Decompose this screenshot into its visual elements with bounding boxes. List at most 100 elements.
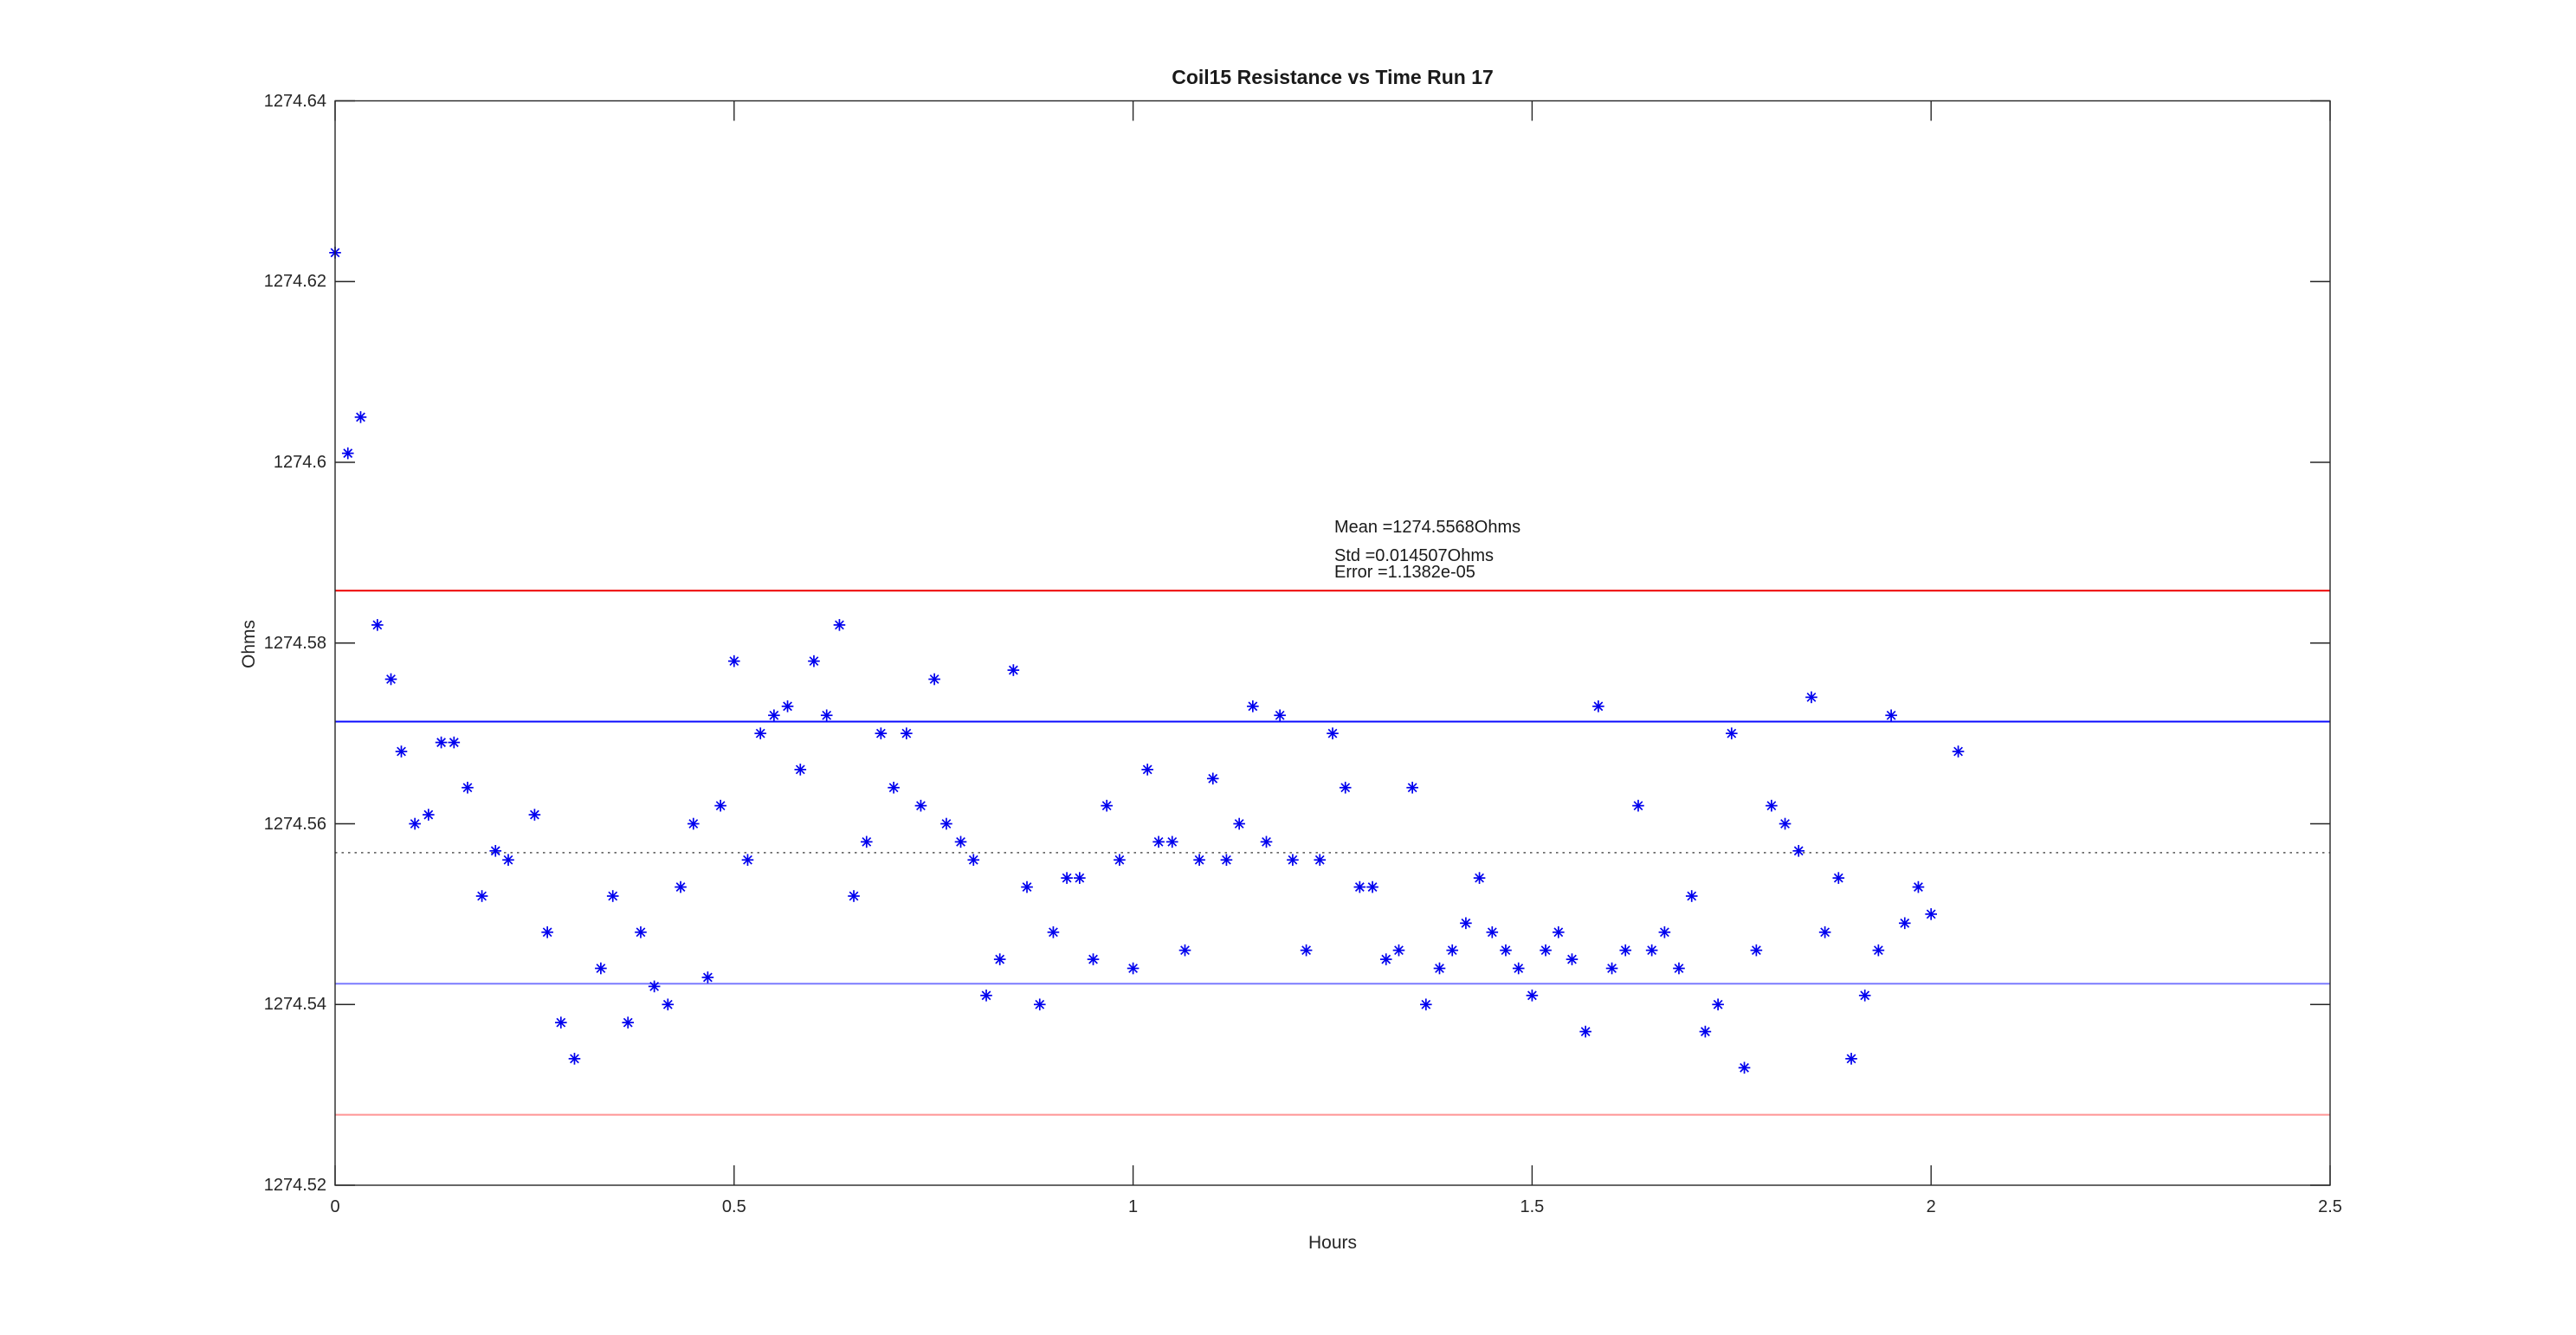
x-tick-label: 1 bbox=[1128, 1197, 1139, 1216]
data-point bbox=[741, 854, 754, 867]
y-tick-label: 1274.62 bbox=[263, 272, 326, 292]
data-point bbox=[1193, 854, 1205, 867]
data-point bbox=[1220, 854, 1233, 867]
data-point bbox=[875, 727, 888, 739]
data-point bbox=[1152, 835, 1165, 848]
data-point bbox=[1898, 917, 1911, 930]
data-point bbox=[1712, 998, 1724, 1011]
data-point bbox=[1247, 700, 1259, 713]
data-point bbox=[1832, 872, 1845, 884]
data-point bbox=[1074, 872, 1086, 884]
data-point bbox=[1540, 944, 1552, 957]
data-point bbox=[687, 817, 700, 830]
y-tick-label: 1274.54 bbox=[263, 995, 326, 1015]
x-tick-label: 2.5 bbox=[2318, 1197, 2342, 1216]
data-point bbox=[395, 745, 408, 758]
data-point bbox=[528, 809, 541, 821]
data-point bbox=[1420, 998, 1432, 1011]
data-point bbox=[1952, 745, 1965, 758]
data-point bbox=[967, 854, 980, 867]
data-point bbox=[1486, 925, 1499, 938]
data-point bbox=[409, 817, 421, 830]
data-point bbox=[475, 890, 488, 902]
data-point bbox=[1033, 998, 1046, 1011]
data-point bbox=[1047, 925, 1060, 938]
y-tick-label: 1274.52 bbox=[263, 1176, 326, 1195]
data-point bbox=[371, 619, 384, 631]
x-tick-label: 0 bbox=[330, 1197, 340, 1216]
data-point bbox=[606, 890, 619, 902]
data-point bbox=[808, 655, 820, 668]
data-point bbox=[1460, 917, 1472, 930]
data-point bbox=[1339, 781, 1352, 794]
data-point bbox=[1101, 799, 1113, 812]
data-point bbox=[1912, 880, 1925, 893]
data-point bbox=[914, 799, 927, 812]
data-point bbox=[555, 1016, 567, 1029]
data-point bbox=[1127, 962, 1140, 975]
data-point bbox=[754, 727, 767, 739]
annotation-mean: Mean =1274.5568Ohms bbox=[1334, 518, 1521, 537]
y-tick-label: 1274.56 bbox=[263, 814, 326, 834]
data-point bbox=[888, 781, 900, 794]
y-tick-label: 1274.64 bbox=[263, 91, 326, 111]
data-point bbox=[820, 709, 833, 722]
data-point bbox=[341, 447, 354, 460]
axis-box bbox=[334, 100, 2331, 1186]
data-point bbox=[354, 411, 367, 423]
data-point bbox=[1619, 944, 1632, 957]
data-point bbox=[568, 1053, 581, 1065]
annotation-std: Std =0.014507Ohms bbox=[1334, 546, 1495, 565]
data-point bbox=[794, 764, 807, 776]
data-point bbox=[728, 655, 740, 668]
data-point bbox=[1673, 962, 1685, 975]
data-point bbox=[1206, 772, 1219, 785]
y-tick-label: 1274.6 bbox=[273, 453, 326, 472]
data-point bbox=[1766, 799, 1778, 812]
data-point bbox=[1353, 880, 1366, 893]
data-point bbox=[1553, 925, 1565, 938]
data-point bbox=[1287, 854, 1299, 867]
data-point bbox=[1526, 990, 1539, 1002]
data-point bbox=[1327, 727, 1339, 739]
data-point bbox=[848, 890, 860, 902]
data-point bbox=[1885, 709, 1897, 722]
data-point bbox=[435, 736, 448, 749]
annotation-error: Error =1.1382e-05 bbox=[1334, 563, 1475, 582]
data-point bbox=[1007, 664, 1020, 676]
data-point bbox=[1645, 944, 1658, 957]
data-point bbox=[1300, 944, 1313, 957]
data-point bbox=[1087, 953, 1100, 965]
data-point bbox=[768, 709, 780, 722]
data-point bbox=[701, 971, 714, 984]
data-point bbox=[1579, 1025, 1591, 1038]
data-point bbox=[462, 781, 474, 794]
data-point bbox=[1233, 817, 1245, 830]
data-point bbox=[1566, 953, 1579, 965]
data-point bbox=[1473, 872, 1486, 884]
x-axis-label: Hours bbox=[1307, 1233, 1358, 1253]
data-point bbox=[993, 953, 1006, 965]
data-point bbox=[1178, 944, 1191, 957]
data-point bbox=[1925, 908, 1937, 920]
x-tick-label: 1.5 bbox=[1520, 1197, 1545, 1216]
data-point bbox=[1699, 1025, 1712, 1038]
data-point bbox=[1366, 880, 1378, 893]
data-point bbox=[1818, 925, 1831, 938]
data-point bbox=[635, 925, 647, 938]
data-point bbox=[595, 962, 607, 975]
data-point bbox=[928, 673, 940, 686]
data-point bbox=[662, 998, 675, 1011]
data-point bbox=[622, 1016, 635, 1029]
data-point bbox=[675, 880, 687, 893]
data-point bbox=[1779, 817, 1792, 830]
data-point bbox=[1726, 727, 1738, 739]
data-point bbox=[1792, 845, 1805, 857]
data-point bbox=[1379, 953, 1392, 965]
data-point bbox=[1500, 944, 1512, 957]
data-point bbox=[1512, 962, 1525, 975]
data-point bbox=[648, 980, 661, 993]
x-tick-label: 0.5 bbox=[721, 1197, 746, 1216]
data-point bbox=[384, 673, 397, 686]
